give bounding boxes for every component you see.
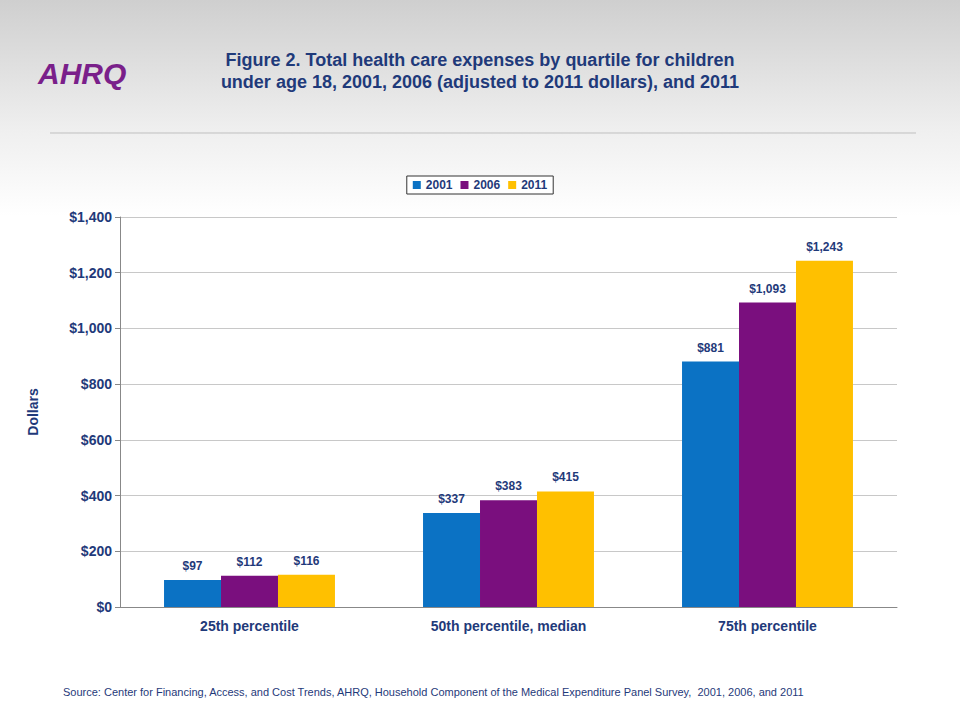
svg-text:$1,000: $1,000 — [69, 320, 112, 336]
svg-text:$116: $116 — [293, 554, 319, 568]
svg-text:$400: $400 — [81, 488, 112, 504]
svg-text:2011: 2011 — [521, 178, 547, 192]
svg-text:$200: $200 — [81, 543, 112, 559]
svg-text:$881: $881 — [697, 341, 724, 355]
svg-text:Figure 2. Total health care ex: Figure 2. Total health care expenses by … — [226, 50, 735, 70]
svg-text:$1,093: $1,093 — [749, 282, 786, 296]
svg-text:$1,400: $1,400 — [69, 209, 112, 225]
svg-text:Source: Center for Financing,: Source: Center for Financing, Access, an… — [63, 686, 804, 698]
svg-text:25th percentile: 25th percentile — [200, 618, 299, 634]
svg-text:$800: $800 — [81, 376, 112, 392]
svg-text:AHRQ: AHRQ — [37, 57, 126, 90]
svg-text:75th percentile: 75th percentile — [718, 618, 817, 634]
svg-text:Dollars: Dollars — [25, 388, 41, 436]
svg-text:$383: $383 — [495, 479, 522, 493]
svg-text:$97: $97 — [183, 559, 203, 573]
svg-text:$415: $415 — [552, 470, 579, 484]
svg-text:2006: 2006 — [473, 178, 500, 192]
svg-text:$1,243: $1,243 — [806, 240, 843, 254]
svg-text:$0: $0 — [96, 599, 112, 615]
svg-text:$1,200: $1,200 — [69, 265, 112, 281]
svg-text:$600: $600 — [81, 432, 112, 448]
svg-text:2001: 2001 — [426, 178, 453, 192]
svg-text:$112: $112 — [236, 555, 262, 569]
svg-text:under age 18, 2001, 2006 (adju: under age 18, 2001, 2006 (adjusted to 20… — [221, 72, 739, 92]
svg-text:$337: $337 — [438, 492, 465, 506]
svg-text:50th percentile, median: 50th percentile, median — [431, 618, 587, 634]
